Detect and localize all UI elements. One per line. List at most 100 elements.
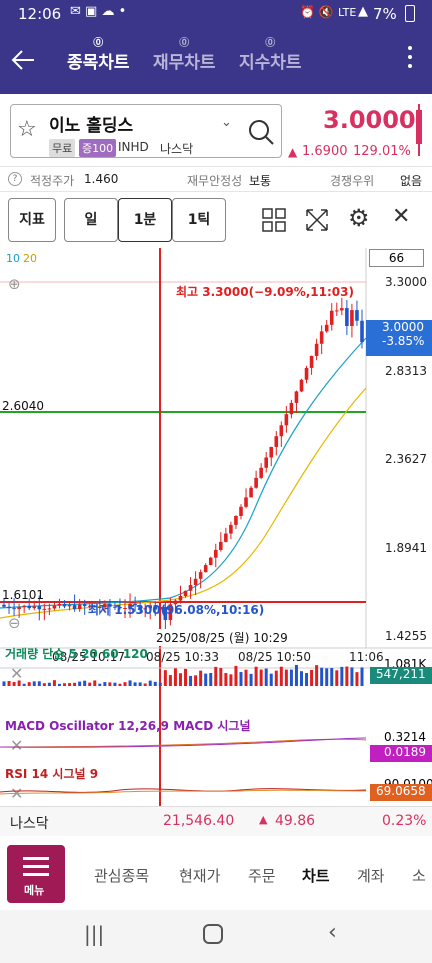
grid-layout-icon[interactable] bbox=[262, 208, 286, 232]
volume-bar bbox=[37, 681, 41, 686]
volume-bar bbox=[360, 667, 364, 686]
star-icon[interactable]: ☆ bbox=[17, 117, 37, 142]
nav-account[interactable]: 계좌 bbox=[357, 867, 385, 885]
candle-body bbox=[249, 487, 253, 498]
bottom-nav: 메뉴 관심종목 현재가 주문 차트 계좌 소 bbox=[0, 840, 432, 910]
status-bar: 12:06 ✉ ▣ ☁ • ⏰ 🔇 LTE ▲ 7% bbox=[0, 0, 432, 28]
volume-bar bbox=[103, 682, 107, 686]
index-name: 나스닥 bbox=[10, 816, 49, 832]
nav-chart[interactable]: 차트 bbox=[302, 867, 330, 885]
volume-bar bbox=[47, 682, 51, 686]
nav-order[interactable]: 주문 bbox=[248, 867, 276, 885]
volume-bar bbox=[32, 681, 36, 686]
system-nav-bar: ||| ‹ bbox=[0, 910, 432, 963]
volume-bar bbox=[310, 669, 314, 686]
tab-index-chart[interactable]: ⓪ 지수차트 bbox=[239, 38, 302, 73]
candle-body bbox=[178, 595, 183, 601]
more-menu-icon[interactable] bbox=[408, 46, 414, 68]
notification-icons: ✉ ▣ ☁ • bbox=[70, 4, 127, 19]
candle-body bbox=[12, 608, 16, 610]
candle-body bbox=[118, 606, 122, 609]
period-day-button[interactable]: 일 bbox=[64, 198, 118, 242]
candle-body bbox=[17, 607, 21, 610]
volume-bar bbox=[68, 683, 72, 686]
volume-bar bbox=[234, 665, 238, 686]
candle-body bbox=[62, 603, 67, 607]
candle-body bbox=[148, 605, 153, 609]
volume-bar bbox=[113, 682, 117, 686]
stability-label: 재무안정성 bbox=[187, 174, 243, 188]
zoom-out-icon[interactable]: ⊖ bbox=[8, 614, 21, 632]
tools-icon[interactable]: ✕ bbox=[392, 204, 411, 229]
fullscreen-icon[interactable] bbox=[305, 208, 329, 232]
stock-selector[interactable]: ☆ 이노 홀딩스 ⌄ 무료 증100 INHD 나스닥 bbox=[10, 104, 282, 158]
back-arrow-icon[interactable] bbox=[10, 48, 36, 72]
volume-bar bbox=[88, 682, 92, 686]
volume-bar bbox=[355, 672, 359, 686]
x-tick-label: 11:06 bbox=[349, 650, 384, 664]
macd-svg bbox=[0, 737, 367, 748]
close-panel-icon[interactable]: ✕ bbox=[10, 736, 24, 755]
visible-count-box[interactable]: 66 bbox=[369, 249, 424, 267]
index-value: 21,546.40 bbox=[163, 813, 235, 829]
volume-bar bbox=[194, 675, 198, 686]
tab-financial-chart[interactable]: ⓪ 재무차트 bbox=[153, 38, 216, 73]
stock-market: 나스닥 bbox=[160, 142, 194, 156]
home-icon[interactable] bbox=[203, 924, 223, 944]
candle-body bbox=[42, 608, 47, 610]
candle-body bbox=[360, 320, 364, 343]
back-icon[interactable]: ‹ bbox=[328, 920, 337, 945]
chart-area[interactable]: 10 20 66 3.3000 2.8313 2.3627 1.8941 1.4… bbox=[0, 248, 432, 808]
volume-value-tag: 547,211 bbox=[370, 667, 432, 684]
volume-bar bbox=[239, 672, 243, 686]
help-icon[interactable]: ? bbox=[8, 172, 22, 186]
y-tick-label: 1.8941 bbox=[385, 541, 427, 555]
candle-body bbox=[239, 506, 243, 516]
index-bar[interactable]: 나스닥 21,546.40 ▲ 49.86 0.23% bbox=[0, 806, 432, 836]
nav-more[interactable]: 소 bbox=[412, 867, 426, 885]
volume-bar bbox=[52, 680, 56, 686]
period-minute-button[interactable]: 1분 bbox=[118, 198, 172, 242]
x-tick-label: 08/25 10:50 bbox=[238, 650, 311, 664]
tab-badge-icon: ⓪ bbox=[93, 38, 104, 49]
candle-body bbox=[163, 607, 168, 621]
candle-body bbox=[153, 605, 158, 610]
volume-bar bbox=[209, 673, 213, 686]
chevron-down-icon[interactable]: ⌄ bbox=[221, 115, 232, 130]
low-annotation: 최저 1.5300(96.08%,10:16) bbox=[88, 603, 265, 617]
recent-apps-icon[interactable]: ||| bbox=[84, 922, 105, 946]
volume-bar bbox=[315, 665, 319, 686]
volume-bar bbox=[335, 670, 339, 686]
close-panel-icon[interactable]: ✕ bbox=[10, 664, 24, 683]
volume-bar bbox=[98, 683, 102, 686]
price-bar-wick bbox=[418, 104, 420, 156]
volume-bar bbox=[219, 668, 223, 686]
volume-bar bbox=[204, 673, 208, 686]
tab-stock-chart[interactable]: ⓪ 종목차트 bbox=[67, 38, 130, 73]
indicator-button[interactable]: 지표 bbox=[8, 198, 56, 242]
candlesticks bbox=[2, 297, 364, 631]
settings-gear-icon[interactable]: ⚙ bbox=[348, 204, 370, 232]
volume-bar bbox=[78, 681, 82, 686]
candle-body bbox=[183, 590, 188, 596]
menu-label: 메뉴 bbox=[24, 884, 45, 897]
crosshair-price-label: 2.6040 bbox=[2, 399, 44, 413]
volume-bar bbox=[264, 668, 268, 686]
menu-button[interactable]: 메뉴 bbox=[7, 845, 65, 903]
signal-icon: ▲ bbox=[358, 4, 368, 19]
candle-body bbox=[92, 605, 97, 607]
search-icon[interactable] bbox=[247, 118, 275, 146]
volume-bar bbox=[320, 667, 324, 686]
volume-bar bbox=[254, 666, 258, 686]
period-tick-button[interactable]: 1틱 bbox=[172, 198, 226, 242]
nav-current-price[interactable]: 현재가 bbox=[179, 867, 221, 885]
volume-bar bbox=[330, 668, 334, 686]
volume-bar bbox=[83, 680, 87, 686]
volume-bar bbox=[340, 666, 344, 686]
zoom-in-icon[interactable]: ⊕ bbox=[8, 275, 21, 293]
volume-bar bbox=[350, 667, 354, 686]
info-row: ? 적정주가 1.460 재무안정성 보통 경쟁우위 없음 bbox=[0, 166, 432, 192]
change-up-icon: ▲ bbox=[288, 145, 298, 159]
nav-watchlist[interactable]: 관심종목 bbox=[94, 867, 150, 885]
network-label: LTE bbox=[338, 6, 357, 19]
